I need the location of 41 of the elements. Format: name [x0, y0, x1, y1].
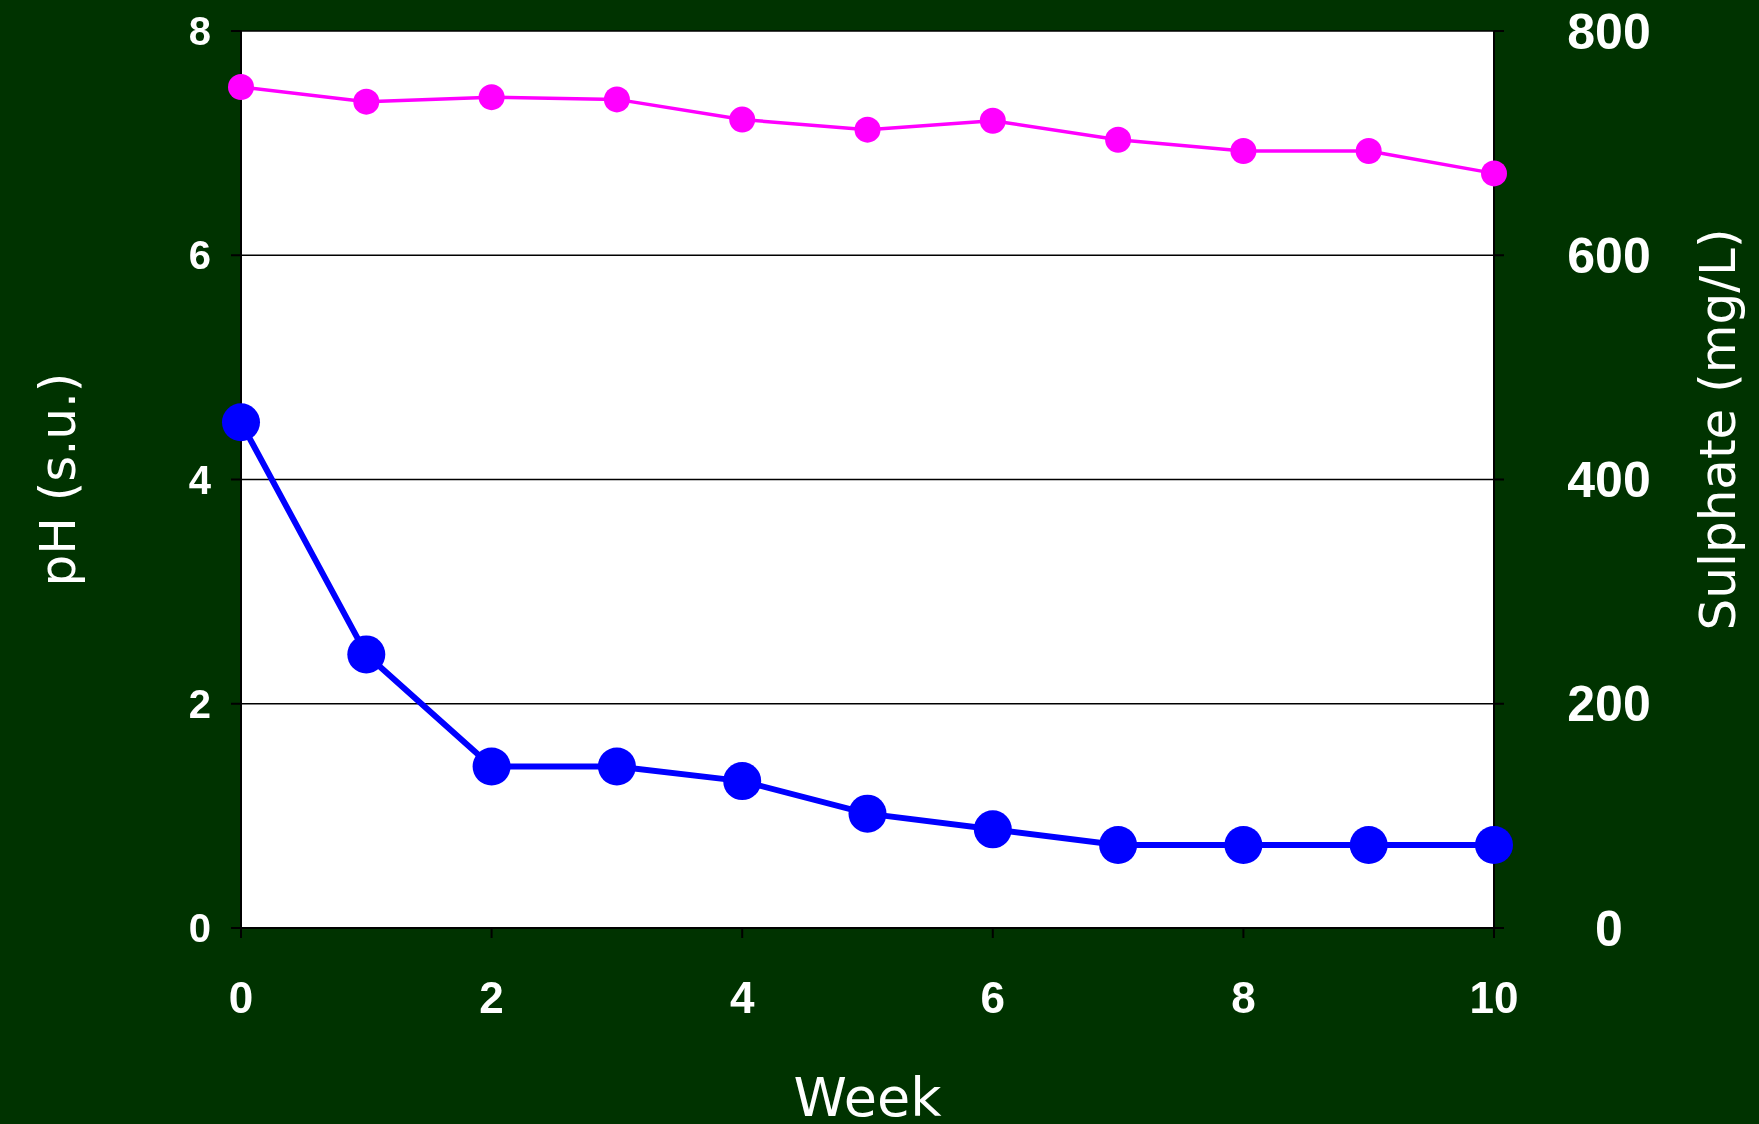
point: [1224, 826, 1263, 865]
point: [1099, 826, 1138, 865]
x-tick-label: 0: [228, 973, 254, 1022]
point: [1481, 160, 1507, 187]
point: [228, 74, 254, 101]
x-axis-title: Week: [793, 1066, 943, 1124]
y2-tick-label: 200: [1567, 676, 1651, 733]
y-tick-label: 4: [188, 457, 212, 502]
x-tick-label: 6: [980, 973, 1006, 1022]
y2-tick-label: 800: [1567, 3, 1651, 60]
point: [848, 794, 887, 833]
y-axis-title: pH (s.u.): [29, 372, 87, 587]
point: [597, 747, 636, 786]
point: [1230, 137, 1257, 164]
point: [603, 86, 630, 113]
point: [222, 403, 260, 442]
point: [1475, 826, 1513, 865]
point: [478, 84, 505, 111]
point: [979, 107, 1006, 134]
point: [353, 88, 380, 115]
x-tick-label: 10: [1469, 973, 1519, 1022]
point: [729, 106, 756, 133]
y-tick-label: 6: [188, 233, 211, 278]
point: [723, 762, 762, 801]
y-tick-label: 2: [188, 681, 211, 726]
y-tick-label: 8: [188, 9, 211, 53]
x-tick-label: 8: [1231, 973, 1256, 1022]
y2-axis-title: Sulphate (mg/L): [1689, 228, 1747, 631]
x-tick-label: 2: [479, 973, 504, 1022]
point: [1349, 826, 1388, 865]
point: [1105, 126, 1132, 153]
x-tick-label: 4: [729, 973, 755, 1022]
y2-tick-label: 400: [1567, 452, 1651, 508]
point: [973, 810, 1012, 849]
y2-tick-label: 0: [1595, 900, 1623, 957]
point: [1355, 137, 1382, 164]
y-tick-label: 0: [188, 906, 211, 950]
point: [854, 116, 881, 143]
point: [347, 635, 386, 674]
point: [472, 747, 511, 786]
y2-tick-label: 600: [1567, 227, 1651, 284]
